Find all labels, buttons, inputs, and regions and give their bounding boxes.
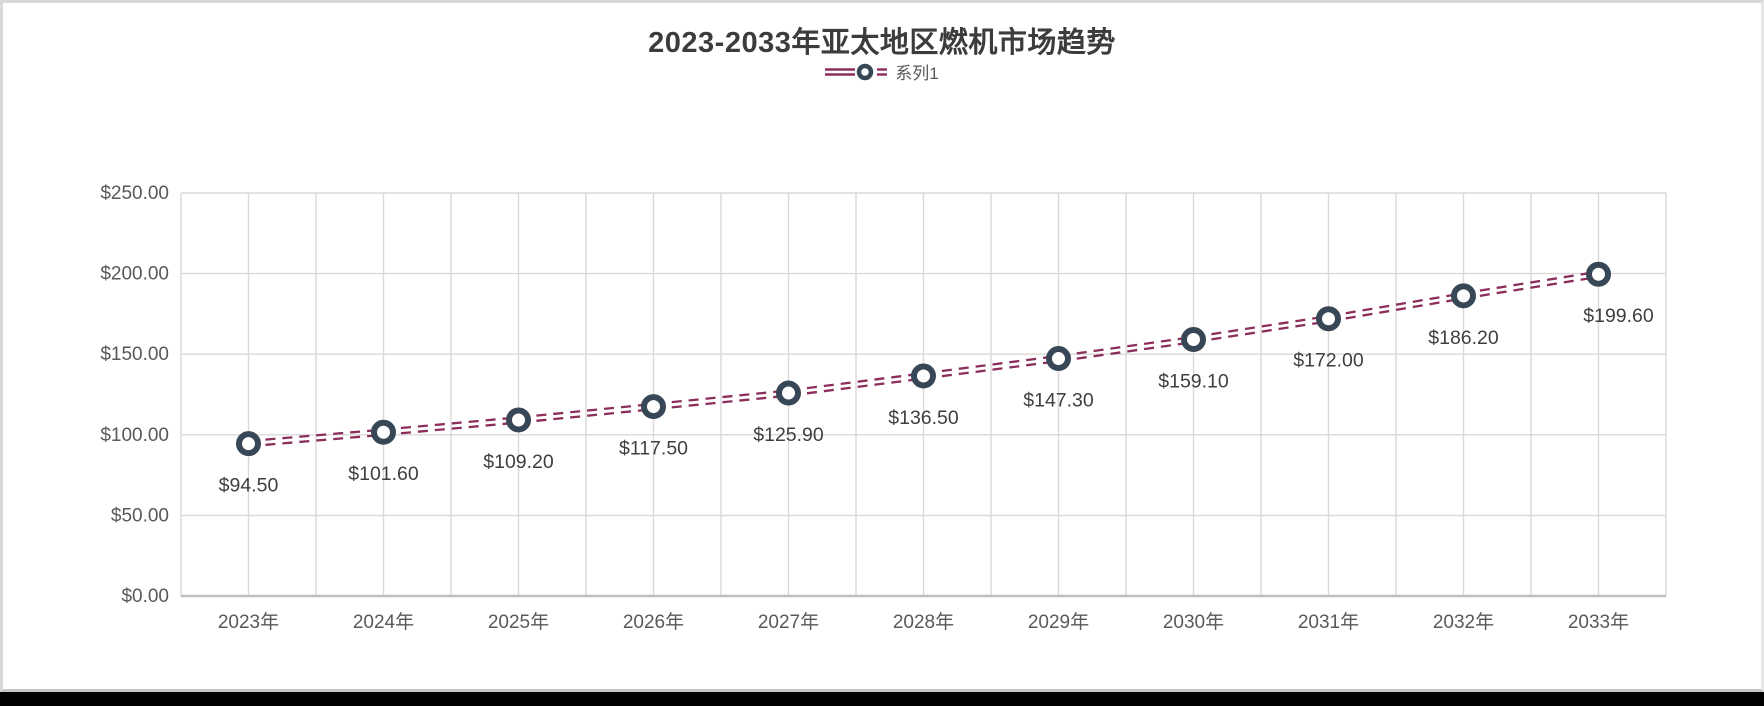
data-point-label: $186.20 bbox=[1428, 327, 1499, 349]
data-point-marker bbox=[1586, 261, 1611, 287]
x-axis-tick-label: 2033年 bbox=[1568, 611, 1629, 633]
data-point-marker bbox=[236, 431, 261, 457]
data-point-label: $199.60 bbox=[1583, 305, 1654, 327]
y-axis-tick-label: $0.00 bbox=[121, 586, 169, 607]
x-axis-tick-label: 2025年 bbox=[488, 611, 549, 633]
x-axis-tick-label: 2028年 bbox=[893, 611, 954, 633]
legend-series-line-marker-icon bbox=[825, 63, 888, 80]
x-axis-tick-label: 2027年 bbox=[758, 611, 819, 633]
data-point-marker bbox=[1046, 346, 1071, 372]
bottom-edge-bar bbox=[0, 692, 1764, 706]
data-point-label: $172.00 bbox=[1293, 350, 1364, 372]
data-point-label: $101.60 bbox=[348, 463, 419, 485]
data-point-label: $109.20 bbox=[483, 451, 554, 473]
data-point-marker bbox=[641, 394, 666, 420]
data-point-marker bbox=[776, 380, 801, 406]
data-point-marker bbox=[911, 363, 936, 389]
chart-plot-area: $0.00 $50.00 $100.00 $150.00 $200.00 $250.00 2… bbox=[100, 183, 1667, 633]
data-point-marker bbox=[1451, 283, 1476, 309]
series-line bbox=[248, 275, 1599, 448]
data-point-marker bbox=[1316, 306, 1341, 332]
x-axis-tick-label: 2024年 bbox=[353, 611, 414, 633]
data-point-label: $136.50 bbox=[888, 407, 959, 429]
chart-title: 2023-2033年亚太地区燃机市场趋势 bbox=[648, 27, 1116, 59]
data-point-marker bbox=[371, 419, 396, 445]
x-axis-tick-label: 2030年 bbox=[1163, 611, 1224, 633]
x-axis-tick-label: 2032年 bbox=[1433, 611, 1494, 633]
data-point-label: $117.50 bbox=[619, 438, 688, 460]
data-point-label: $159.10 bbox=[1158, 371, 1229, 393]
x-axis-tick-label: 2023年 bbox=[218, 611, 279, 633]
chart-legend: 系列1 bbox=[3, 59, 1761, 84]
x-axis-tick-label: 2031年 bbox=[1298, 611, 1359, 633]
legend-series-label: 系列1 bbox=[895, 64, 939, 83]
data-point-marker bbox=[506, 407, 531, 433]
data-point-marker bbox=[1181, 327, 1206, 353]
x-axis-tick-label: 2026年 bbox=[623, 611, 684, 633]
data-point-label: $125.90 bbox=[753, 424, 824, 446]
y-axis-tick-label: $100.00 bbox=[100, 425, 169, 446]
y-axis-tick-label: $250.00 bbox=[100, 183, 169, 204]
data-point-label: $147.30 bbox=[1023, 390, 1094, 412]
y-axis-tick-label: $150.00 bbox=[100, 344, 169, 365]
data-point-label: $94.50 bbox=[219, 475, 279, 497]
x-axis-tick-label: 2029年 bbox=[1028, 611, 1089, 633]
series-line bbox=[248, 270, 1599, 443]
y-axis-tick-label: $200.00 bbox=[100, 264, 169, 285]
y-axis-tick-label: $50.00 bbox=[111, 505, 169, 526]
